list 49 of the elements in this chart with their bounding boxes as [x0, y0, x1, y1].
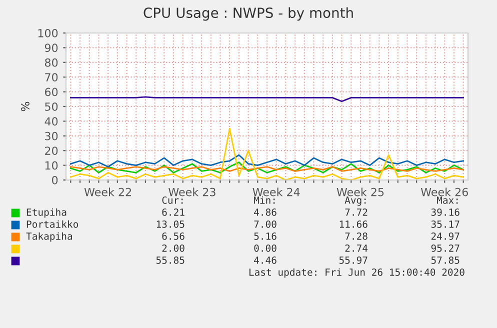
- text: 4.46: [254, 256, 276, 264]
- y-tick-label: 100: [38, 28, 58, 38]
- y-tick-label: 10: [45, 161, 58, 170]
- text: Cur:: [162, 196, 183, 204]
- y-tick-label: 90: [44, 44, 58, 52]
- text: 11.66: [340, 220, 368, 228]
- x-tick-label: Week 25: [336, 188, 384, 196]
- text: 35.17: [431, 220, 460, 228]
- x-tick-label: Week 26: [420, 188, 468, 196]
- legend-label: Etupiha: [26, 208, 66, 218]
- text: 0.00: [254, 244, 276, 252]
- x-tick-label: Week 23: [168, 188, 216, 196]
- text: 57.85: [431, 256, 460, 264]
- text: 55.85: [156, 256, 184, 264]
- legend-label: Takapiha: [26, 232, 72, 242]
- text: 55.97: [339, 256, 368, 264]
- text: 6.56: [162, 232, 184, 240]
- text: Last update: Fri Jun 26 15:00:40 2020: [249, 268, 464, 278]
- y-axis-title: %: [21, 102, 30, 112]
- y-tick-label: 30: [45, 132, 58, 140]
- text: 4.86: [254, 208, 276, 216]
- text: Min:: [254, 196, 275, 204]
- chart-title: CPU Usage : NWPS - by month: [144, 7, 353, 21]
- text: 2.74: [345, 244, 368, 252]
- legend-label: Portaikko: [26, 220, 78, 228]
- y-tick-label: 80: [44, 58, 58, 67]
- line-series: [70, 154, 464, 168]
- x-tick-label: Week 22: [84, 188, 132, 196]
- y-tick-label: 40: [44, 117, 58, 126]
- line-series: [70, 162, 464, 174]
- text: 6.21: [162, 208, 184, 216]
- text: Max:: [436, 196, 458, 204]
- y-tick-label: 0: [52, 176, 58, 184]
- text: 5.16: [254, 232, 276, 240]
- y-tick-label: 60: [45, 88, 58, 96]
- text: 39.16: [431, 208, 460, 216]
- line-series: [70, 128, 464, 180]
- text: 24.97: [431, 232, 460, 240]
- text: 7.28: [345, 232, 368, 240]
- y-tick-label: 50: [45, 102, 58, 111]
- text: 7.72: [345, 208, 368, 216]
- text: 95.27: [431, 244, 460, 252]
- text: Avg:: [344, 196, 366, 206]
- text: 7.00: [254, 220, 276, 228]
- y-tick-label: 20: [45, 146, 58, 155]
- x-tick-label: Week 24: [252, 188, 300, 196]
- y-tick-label: 70: [45, 73, 58, 82]
- text: 13.05: [156, 220, 184, 228]
- text: 2.00: [162, 244, 184, 252]
